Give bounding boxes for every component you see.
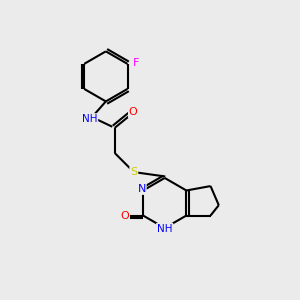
- Text: F: F: [133, 58, 139, 68]
- Text: NH: NH: [82, 114, 98, 124]
- Text: N: N: [137, 184, 146, 194]
- Text: S: S: [130, 167, 137, 177]
- Text: O: O: [120, 211, 129, 220]
- Text: O: O: [129, 107, 138, 117]
- Text: NH: NH: [157, 224, 172, 234]
